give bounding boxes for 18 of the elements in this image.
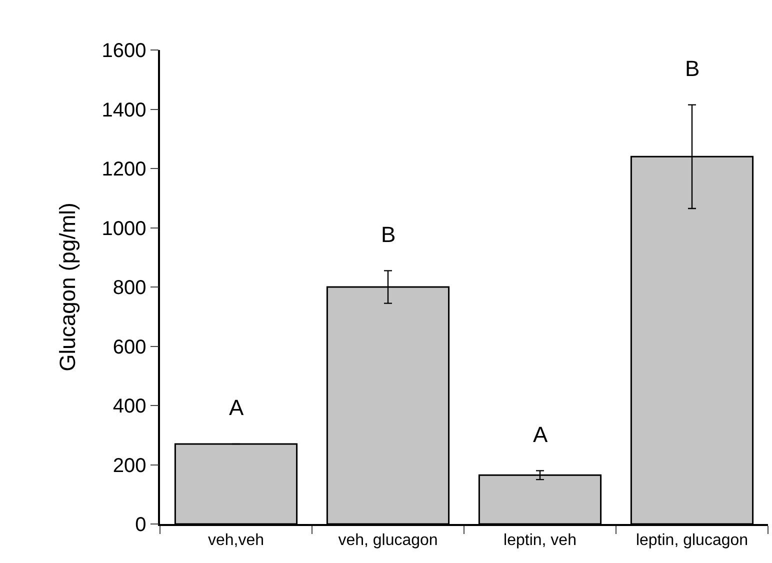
annotation: B — [685, 56, 700, 81]
x-tick-label: leptin, veh — [504, 532, 576, 549]
y-tick-label: 800 — [112, 277, 146, 299]
x-tick-label: veh, glucagon — [338, 532, 438, 549]
x-tick-label: veh,veh — [208, 532, 264, 549]
y-axis-title: Glucagon (pg/ml) — [55, 202, 80, 372]
x-tick-label: leptin, glucagon — [636, 532, 748, 549]
y-tick-label: 600 — [112, 336, 146, 358]
y-tick-label: 0 — [135, 514, 146, 536]
y-tick-label: 1200 — [102, 158, 146, 180]
y-tick-label: 1000 — [102, 218, 146, 240]
annotation: A — [229, 395, 244, 420]
y-tick-label: 1400 — [102, 99, 146, 122]
y-tick-label: 400 — [112, 396, 146, 418]
annotation: A — [533, 422, 548, 447]
y-tick-label: 200 — [112, 454, 146, 477]
y-tick-label: 1600 — [102, 40, 146, 62]
annotation: B — [381, 222, 396, 247]
